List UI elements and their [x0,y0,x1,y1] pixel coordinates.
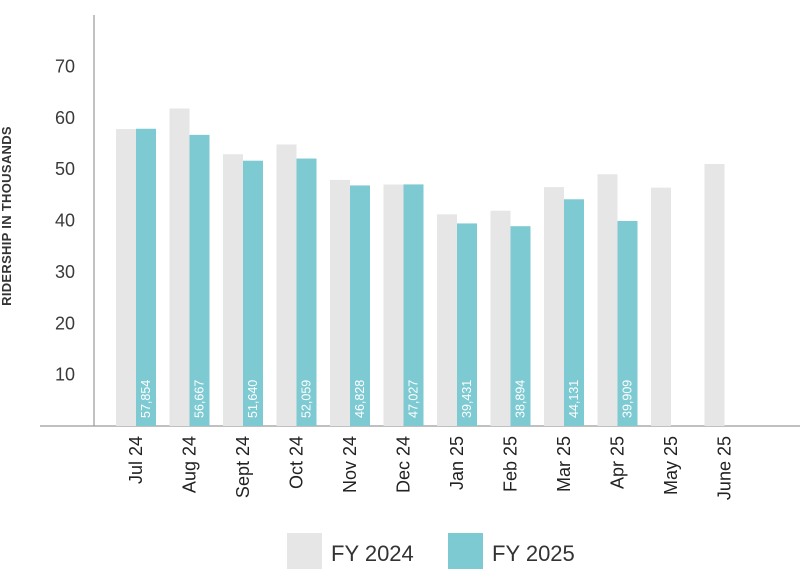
data-label: 38,894 [514,380,528,418]
y-tick-label: 70 [55,56,75,76]
x-tick-label: Sept 24 [233,436,253,498]
x-tick-label: Dec 24 [394,436,414,493]
bar-fy2025 [617,220,638,426]
bar-fy2024 [544,187,564,426]
bar-fy2025 [136,128,156,426]
y-tick-label: 60 [55,108,75,128]
y-tick-label: 10 [55,365,75,385]
data-label: 57,854 [139,380,153,418]
y-tick-label: 20 [55,313,75,333]
bar-fy2025 [243,160,263,426]
x-tick-label: Nov 24 [340,436,360,493]
bar-fy2024 [651,187,671,426]
data-label: 39,909 [621,380,635,418]
bar-fy2024 [330,179,350,426]
bar-fy2025 [457,223,477,426]
data-label: 51,640 [246,380,260,418]
bar-fy2024 [169,108,190,426]
y-tick-label: 30 [55,262,75,282]
legend-label-fy2025: FY 2025 [492,541,575,566]
x-tick-label: Jul 24 [126,436,146,484]
legend-label-fy2024: FY 2024 [331,541,414,566]
bar-fy2025 [296,158,317,427]
bar-fy2024 [490,210,511,426]
x-tick-label: Mar 25 [554,436,574,492]
x-tick-label: June 25 [715,436,735,500]
y-ticks: 10 20 30 40 50 60 70 [55,56,75,384]
bar-fy2024 [223,154,243,426]
x-ticks: Jul 24 Aug 24 Sept 24 Oct 24 Nov 24 Dec 24 Jan… [126,436,735,500]
y-tick-label: 50 [55,159,75,179]
data-label: 52,059 [300,380,314,418]
bar-fy2025 [189,134,210,426]
bar-fy2024 [116,129,136,427]
bar-fy2024 [704,163,725,427]
legend-swatch-fy2024 [287,533,322,569]
x-tick-label: Jan 25 [447,436,467,490]
data-label: 47,027 [407,380,421,418]
bar-fy2024 [276,144,297,426]
bars: 57,854 56,667 51,640 52,059 46,828 47,027 39,4… [116,108,725,427]
x-tick-label: Feb 25 [501,436,521,492]
bar-fy2024 [383,184,404,426]
data-label: 44,131 [567,380,581,418]
x-tick-label: Apr 25 [608,436,628,489]
y-axis-label: RIDERSHIP IN THOUSANDS [0,126,14,306]
legend: FY 2024 FY 2025 [287,533,575,569]
x-tick-label: Aug 24 [180,436,200,493]
bar-fy2025 [510,226,531,426]
bar-fy2025 [564,199,584,426]
legend-swatch-fy2025 [448,533,483,569]
y-tick-label: 40 [55,211,75,231]
data-label: 39,431 [460,380,474,418]
bar-fy2024 [437,214,457,426]
data-label: 56,667 [193,380,207,418]
bar-fy2025 [403,184,424,426]
bar-fy2025 [350,185,370,426]
x-tick-label: May 25 [661,436,681,495]
x-tick-label: Oct 24 [287,436,307,489]
data-label: 46,828 [353,380,367,418]
bar-fy2024 [597,174,618,426]
